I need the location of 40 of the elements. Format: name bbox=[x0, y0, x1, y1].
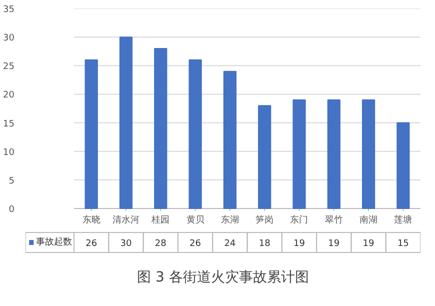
bar bbox=[223, 70, 236, 209]
bar bbox=[188, 59, 202, 209]
data-label: 19 bbox=[294, 239, 306, 249]
y-tick-label: 30 bbox=[3, 34, 15, 44]
text: 图 3 各街道火灾事故累计图 bbox=[137, 270, 309, 286]
bar bbox=[292, 99, 306, 209]
data-label: 24 bbox=[224, 239, 236, 249]
data-label: 28 bbox=[154, 239, 167, 249]
x-tick-label: 东晓 bbox=[82, 214, 100, 226]
x-tick-label: 东门 bbox=[290, 214, 308, 226]
data-label: 18 bbox=[258, 239, 271, 249]
data-label: 19 bbox=[362, 239, 375, 249]
data-label: 15 bbox=[397, 239, 409, 249]
x-tick-label: 翠竹 bbox=[324, 214, 343, 226]
x-tick-label: 东湖 bbox=[220, 214, 239, 226]
bar bbox=[396, 122, 410, 209]
y-tick-label: 20 bbox=[3, 90, 15, 101]
bar bbox=[362, 99, 376, 209]
y-tick-label: 35 bbox=[3, 5, 14, 15]
x-tick-label: 黄贝 bbox=[186, 214, 204, 226]
bar bbox=[84, 59, 98, 209]
x-tick-label: 莲塘 bbox=[394, 214, 412, 226]
bar bbox=[154, 48, 168, 209]
bar bbox=[119, 36, 133, 209]
data-label: 30 bbox=[120, 239, 132, 249]
y-tick-label: 5 bbox=[8, 176, 15, 186]
bar bbox=[258, 105, 272, 209]
x-tick-label: 桂园 bbox=[150, 214, 170, 226]
x-tick-label: 笋岗 bbox=[256, 214, 274, 226]
data-label: 26 bbox=[86, 239, 98, 249]
y-tick-label: 25 bbox=[3, 62, 14, 72]
data-label: 26 bbox=[190, 239, 202, 249]
y-tick-label: 15 bbox=[3, 119, 14, 130]
y-tick-label: 0 bbox=[8, 205, 15, 215]
data-label: 19 bbox=[328, 239, 340, 249]
x-tick-label: 清水河 bbox=[112, 214, 140, 226]
legend-label: 事故起数 bbox=[36, 236, 72, 248]
bar bbox=[327, 99, 340, 209]
y-tick-label: 10 bbox=[3, 148, 15, 158]
x-tick-label: 南湖 bbox=[360, 214, 378, 226]
